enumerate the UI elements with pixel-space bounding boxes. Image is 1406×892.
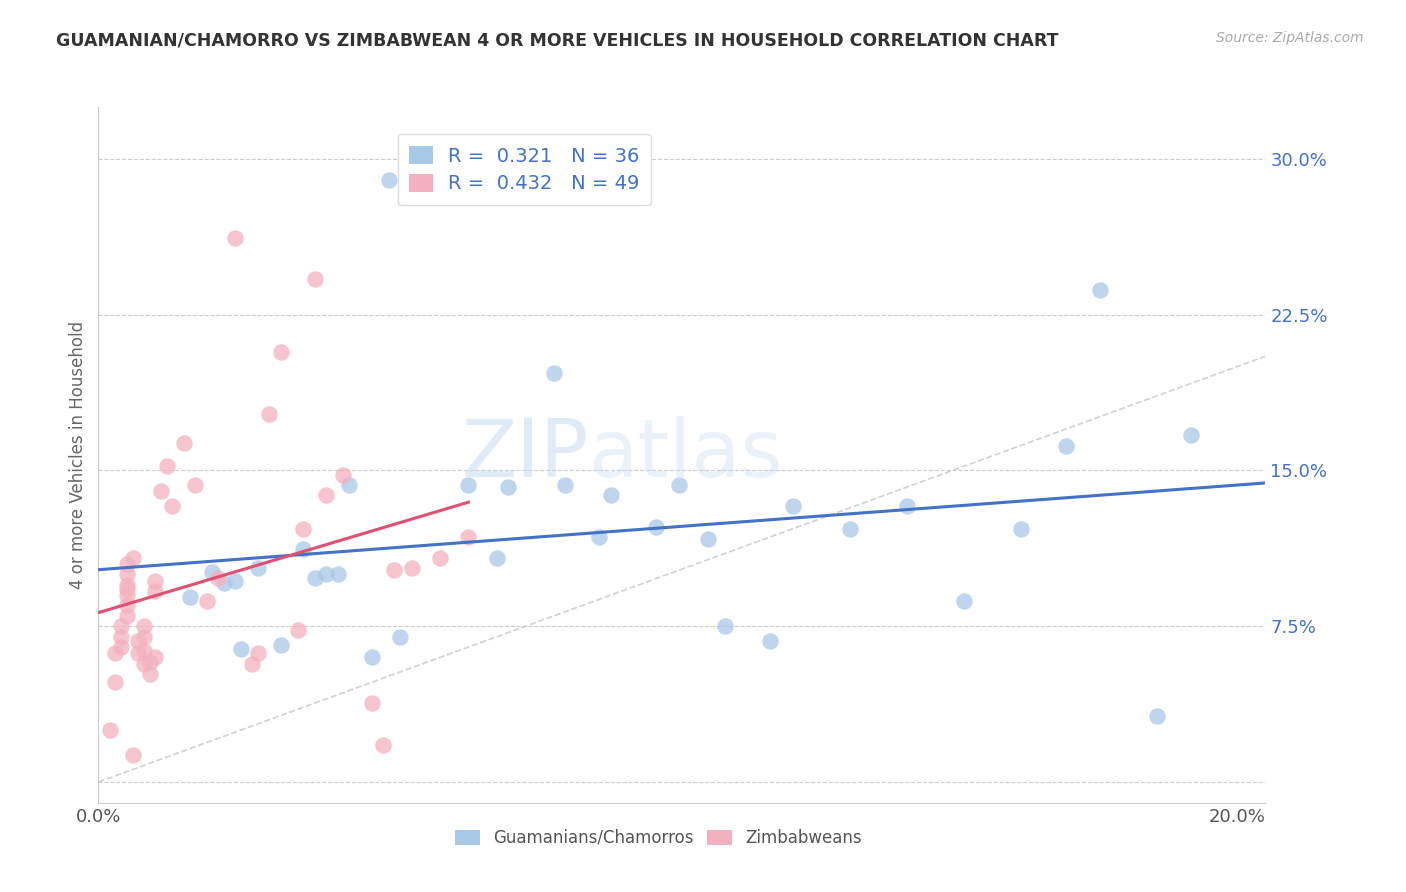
Point	[98, 723, 121, 738]
Point	[554, 478, 576, 492]
Point	[315, 488, 337, 502]
Point	[207, 572, 229, 586]
Point	[588, 530, 610, 544]
Point	[229, 642, 252, 657]
Point	[377, 172, 399, 186]
Point	[127, 633, 149, 648]
Point	[270, 345, 292, 359]
Point	[599, 488, 621, 502]
Point	[304, 572, 326, 586]
Point	[132, 619, 155, 633]
Point	[110, 630, 132, 644]
Point	[115, 578, 138, 592]
Point	[485, 550, 508, 565]
Point	[246, 646, 269, 660]
Point	[1090, 283, 1112, 297]
Point	[896, 499, 918, 513]
Point	[838, 522, 860, 536]
Point	[696, 532, 718, 546]
Point	[1054, 439, 1077, 453]
Point	[150, 484, 173, 499]
Point	[337, 478, 360, 492]
Point	[179, 590, 201, 604]
Point	[132, 657, 155, 671]
Point	[115, 557, 138, 571]
Point	[156, 459, 179, 474]
Point	[645, 519, 668, 533]
Text: ZIP: ZIP	[461, 416, 589, 494]
Point	[143, 650, 166, 665]
Point	[952, 594, 974, 608]
Point	[110, 640, 132, 654]
Point	[162, 499, 184, 513]
Point	[332, 467, 354, 482]
Point	[292, 522, 315, 536]
Point	[270, 638, 292, 652]
Point	[104, 675, 127, 690]
Point	[246, 561, 269, 575]
Point	[360, 696, 382, 710]
Point	[138, 655, 160, 669]
Point	[201, 566, 224, 580]
Y-axis label: 4 or more Vehicles in Household: 4 or more Vehicles in Household	[69, 321, 87, 589]
Text: GUAMANIAN/CHAMORRO VS ZIMBABWEAN 4 OR MORE VEHICLES IN HOUSEHOLD CORRELATION CHA: GUAMANIAN/CHAMORRO VS ZIMBABWEAN 4 OR MO…	[56, 31, 1059, 49]
Point	[195, 594, 218, 608]
Point	[143, 574, 166, 588]
Point	[115, 588, 138, 602]
Point	[360, 650, 382, 665]
Point	[1180, 428, 1202, 442]
Point	[326, 567, 349, 582]
Point	[759, 633, 782, 648]
Point	[121, 550, 143, 565]
Point	[287, 624, 309, 638]
Text: Source: ZipAtlas.com: Source: ZipAtlas.com	[1216, 31, 1364, 45]
Point	[498, 480, 520, 494]
Point	[389, 630, 412, 644]
Point	[543, 366, 565, 380]
Point	[292, 542, 315, 557]
Legend: Guamanians/Chamorros, Zimbabweans: Guamanians/Chamorros, Zimbabweans	[449, 822, 869, 854]
Point	[384, 563, 406, 577]
Point	[224, 231, 246, 245]
Point	[429, 550, 451, 565]
Point	[457, 530, 479, 544]
Point	[132, 630, 155, 644]
Point	[304, 272, 326, 286]
Point	[173, 436, 195, 450]
Point	[132, 644, 155, 658]
Point	[315, 567, 337, 582]
Point	[138, 667, 160, 681]
Point	[457, 478, 479, 492]
Point	[1146, 708, 1168, 723]
Point	[668, 478, 690, 492]
Point	[224, 574, 246, 588]
Point	[184, 478, 207, 492]
Point	[371, 738, 394, 752]
Point	[115, 582, 138, 596]
Point	[212, 575, 235, 590]
Point	[257, 408, 280, 422]
Text: atlas: atlas	[589, 416, 783, 494]
Point	[104, 646, 127, 660]
Point	[115, 567, 138, 582]
Point	[713, 619, 735, 633]
Point	[1010, 522, 1032, 536]
Point	[127, 646, 149, 660]
Point	[110, 619, 132, 633]
Point	[143, 584, 166, 599]
Point	[115, 608, 138, 623]
Point	[782, 499, 804, 513]
Point	[115, 599, 138, 613]
Point	[401, 561, 423, 575]
Point	[121, 747, 143, 762]
Point	[240, 657, 263, 671]
